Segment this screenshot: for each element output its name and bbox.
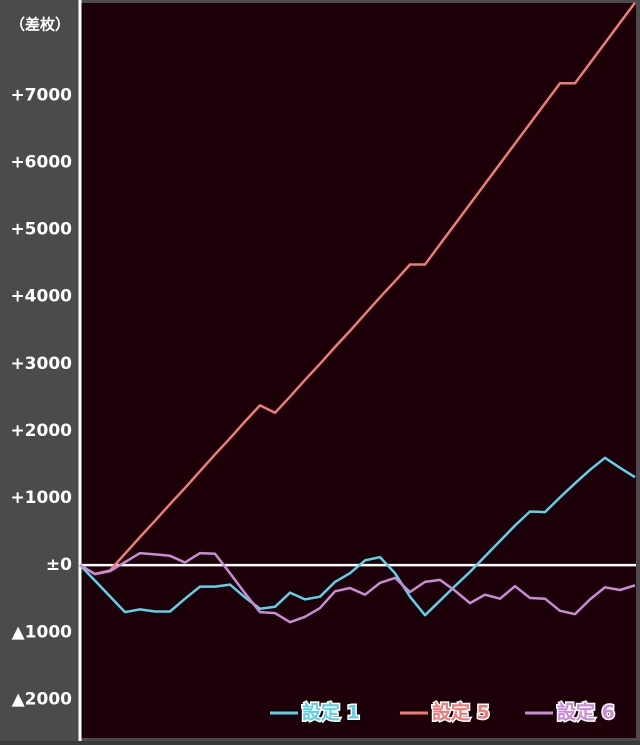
y-tick-label: +2000 <box>10 421 72 441</box>
plot-area <box>80 3 636 738</box>
series-line <box>79 551 636 624</box>
y-label: （差枚） <box>10 16 70 34</box>
legend-label: 設定 5 <box>432 701 490 724</box>
legend-label: 設定 6 <box>557 701 615 724</box>
y-tick-label: +7000 <box>10 85 72 105</box>
y-tick-label: +5000 <box>10 220 72 240</box>
y-tick-label: +6000 <box>10 152 72 172</box>
y-tick-label: +3000 <box>10 354 72 374</box>
y-tick-label: +1000 <box>10 488 72 508</box>
y-tick-label: ±0 <box>46 555 72 575</box>
series-line <box>79 456 636 617</box>
y-tick-label: ▲1000 <box>12 622 73 642</box>
legend-label: 設定 1 <box>302 701 360 724</box>
y-tick-label: +4000 <box>10 287 72 307</box>
series-line <box>79 1 637 576</box>
y-tick-label: ▲2000 <box>12 689 73 709</box>
